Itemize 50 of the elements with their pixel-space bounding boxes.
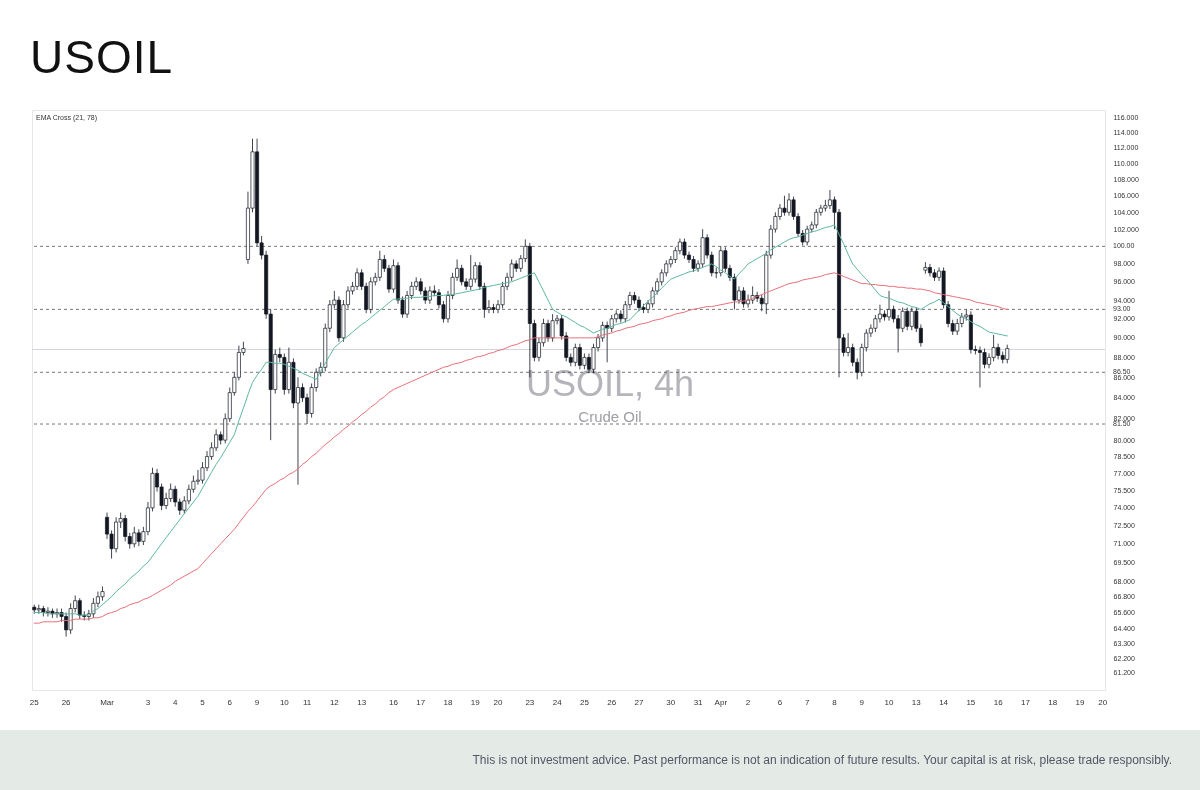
x-tick-label: 11 bbox=[302, 697, 312, 707]
x-tick-label: 26 bbox=[607, 697, 617, 707]
x-tick-label: 9 bbox=[254, 697, 260, 707]
x-tick-label: 8 bbox=[832, 697, 838, 707]
candlestick bbox=[68, 602, 73, 635]
x-tick-label: 9 bbox=[859, 697, 865, 707]
x-tick-label: 15 bbox=[966, 697, 976, 707]
candlestick bbox=[682, 238, 687, 259]
annotation: USOIL, 4h bbox=[525, 363, 695, 404]
candlestick bbox=[550, 313, 555, 343]
x-tick-label: 27 bbox=[634, 697, 644, 707]
text: This is not investment advice. Past performance is not an indication of future results. Your capital is at risk, please trade responsibly. bbox=[472, 753, 1172, 767]
x-tick-label: 18 bbox=[1048, 697, 1058, 707]
x-tick-label: 16 bbox=[389, 697, 399, 707]
x-tick-label: Mar bbox=[100, 697, 115, 707]
annotation: Crude Oil bbox=[578, 408, 642, 425]
x-tick-label: 25 bbox=[29, 697, 40, 707]
x-tick-label: 10 bbox=[884, 697, 895, 707]
x-tick-label: 19 bbox=[1075, 697, 1085, 707]
x-tick-label: 5 bbox=[200, 697, 206, 707]
candlestick bbox=[77, 597, 82, 620]
x-tick-label: 19 bbox=[470, 697, 481, 707]
x-tick-label: 31 bbox=[693, 697, 704, 707]
x-tick-label: 17 bbox=[416, 697, 426, 707]
x-tick-label: 25 bbox=[579, 697, 590, 707]
x-tick-label: 10 bbox=[279, 697, 290, 707]
x-tick-label: 12 bbox=[329, 697, 340, 707]
x-tick-label: 2 bbox=[745, 697, 751, 707]
x-tick-label: 16 bbox=[993, 697, 1004, 707]
x-tick-label: 3 bbox=[145, 697, 151, 707]
x-tick-label: 30 bbox=[666, 697, 676, 707]
x-tick-label: 4 bbox=[172, 697, 178, 707]
x-tick-label: 6 bbox=[227, 697, 233, 707]
candlestick bbox=[782, 195, 787, 217]
x-tick-label: Apr bbox=[714, 697, 728, 707]
x-tick-label: 6 bbox=[777, 697, 783, 707]
x-tick-label: 14 bbox=[939, 697, 949, 707]
x-tick-label: 24 bbox=[552, 697, 563, 707]
x-tick-label: 13 bbox=[357, 697, 367, 707]
candlestick bbox=[573, 343, 578, 367]
x-tick-label: 26 bbox=[61, 697, 72, 707]
x-tick-label: 13 bbox=[911, 697, 922, 707]
chart-title: USOIL bbox=[30, 30, 174, 84]
x-tick-label: 18 bbox=[443, 697, 454, 707]
x-tick-label: 7 bbox=[804, 697, 810, 707]
x-tick-label: 20 bbox=[493, 697, 504, 707]
x-tick-label: 23 bbox=[525, 697, 535, 707]
candlestick bbox=[132, 526, 137, 548]
x-tick-label: 20 bbox=[1098, 697, 1108, 707]
x-tick-label: 17 bbox=[1020, 697, 1031, 707]
